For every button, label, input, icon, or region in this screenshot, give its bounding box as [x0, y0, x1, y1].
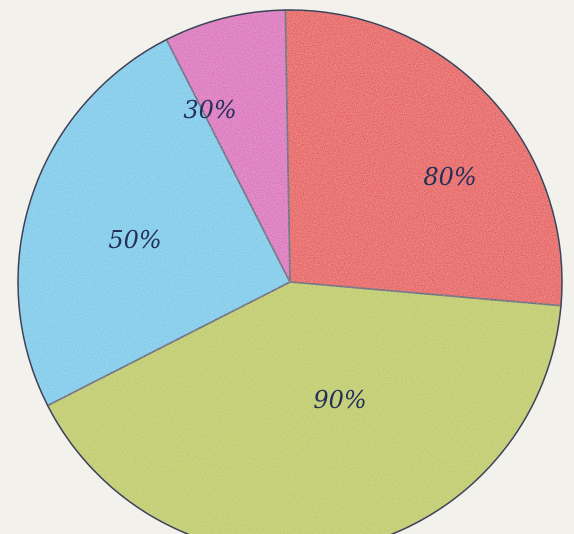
slices-layer — [17, 9, 563, 534]
pie-slice-label-4: 30% — [183, 96, 236, 124]
pie-slice-label-3: 50% — [108, 226, 161, 254]
pie-slice-label-2: 90% — [313, 386, 366, 414]
pie-slice-1 — [284, 9, 563, 307]
pie-outline — [17, 9, 563, 534]
pie-slice-label-1: 80% — [423, 163, 476, 191]
labels-layer: 80% 90% 50% 30% — [108, 96, 476, 414]
